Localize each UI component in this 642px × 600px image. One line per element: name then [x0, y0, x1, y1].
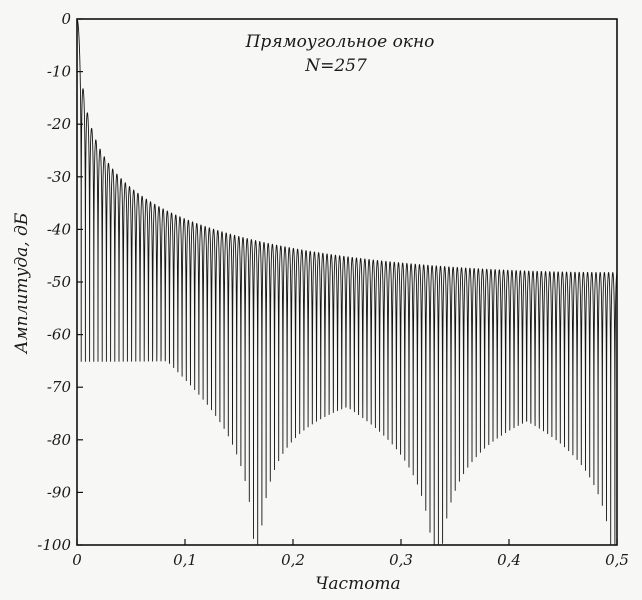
- x-tick-label: 0,5: [605, 551, 629, 569]
- annotation-window-name: Прямоугольное окно: [245, 32, 435, 52]
- y-tick-label: -40: [47, 220, 72, 238]
- annotation-window-length: N=257: [304, 56, 367, 76]
- y-tick-label: -80: [47, 431, 72, 449]
- y-tick-label: -50: [47, 273, 72, 291]
- y-tick-label: 0: [61, 10, 71, 28]
- series-amplitude-response: [76, 18, 618, 546]
- y-tick-label: -10: [47, 63, 72, 81]
- y-tick-label: -30: [47, 168, 72, 186]
- y-tick-label: -20: [47, 115, 72, 133]
- x-tick-label: 0,1: [173, 551, 197, 569]
- y-axis-label: Амплитуда, дБ: [12, 212, 32, 354]
- y-tick-label: -60: [47, 326, 72, 344]
- amplitude-curve: [76, 18, 618, 546]
- y-tick-label: -100: [37, 536, 71, 554]
- y-tick-label: -90: [47, 483, 72, 501]
- x-tick-label: 0,4: [497, 551, 521, 569]
- x-tick-label: 0,2: [281, 551, 305, 569]
- x-tick-label: 0: [72, 551, 82, 569]
- x-axis-label: Частота: [315, 574, 400, 594]
- x-tick-label: 0,3: [389, 551, 413, 569]
- y-tick-label: -70: [47, 378, 72, 396]
